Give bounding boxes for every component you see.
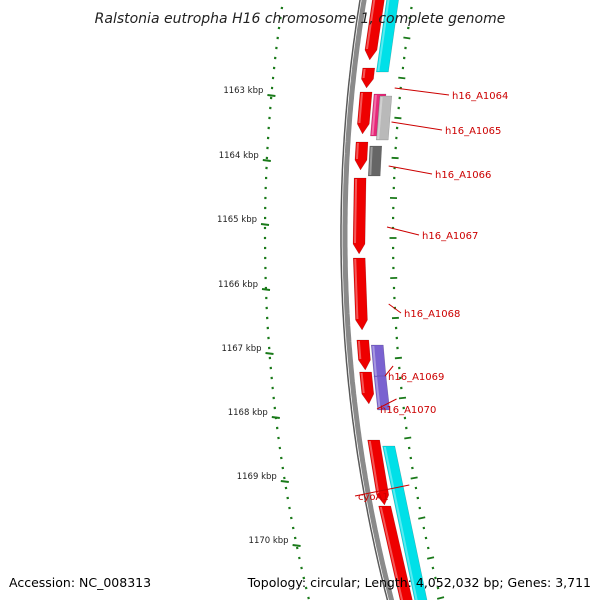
gray-feature: [375, 95, 393, 141]
kbp-label: 1166 kbp: [218, 280, 258, 290]
kbp-tick: [265, 352, 274, 355]
gene-label[interactable]: h16_A1068: [404, 309, 460, 320]
inner-tick-track: [263, 6, 310, 600]
accession-text: Accession: NC_008313: [9, 575, 151, 590]
topology-text: Topology: circular; Length: 4,052,032 bp…: [247, 575, 591, 590]
gene-label[interactable]: h16_A1066: [435, 170, 491, 181]
backbone-line: [342, 0, 395, 600]
cyan-feature-1: [376, 0, 399, 73]
leader-line: [354, 484, 410, 497]
kbp-tick: [262, 159, 271, 162]
cds-arrow-6: [352, 257, 368, 331]
cds-arrow-4: [354, 141, 369, 171]
kbp-label: 1165 kbp: [217, 215, 257, 225]
label-layer: 1163 kbp 1164 kbp 1165 kbp 1166 kbp 1167 kbp…: [217, 86, 508, 546]
outer-tick-track: [389, 6, 445, 600]
kbp-tick: [267, 94, 276, 97]
cyan-feature-2: [382, 445, 428, 600]
cds-arrow-7: [356, 339, 371, 371]
cds-arrow-8: [359, 371, 375, 405]
gene-label[interactable]: h16_A1065: [445, 126, 501, 137]
backbone-layer: [340, 0, 395, 600]
kbp-label: 1167 kbp: [221, 344, 261, 354]
kbp-label: 1170 kbp: [249, 536, 289, 546]
leader-line: [384, 365, 394, 377]
features-layer: [352, 0, 428, 600]
leader-line: [394, 87, 450, 96]
leader-lines: [354, 87, 450, 497]
leader-line: [391, 121, 443, 131]
purple-feature-2: [373, 375, 391, 411]
leader-line: [386, 226, 420, 236]
leader-line: [388, 165, 433, 175]
kbp-label: 1169 kbp: [237, 472, 277, 482]
darkgray-feature: [367, 145, 383, 177]
gene-label[interactable]: h16_A1067: [422, 231, 478, 242]
gene-label[interactable]: cyoA1: [358, 492, 389, 503]
cds-arrow-10: [378, 505, 413, 600]
tick-layer: [260, 6, 445, 600]
cds-arrow-9: [367, 439, 390, 506]
leader-line: [388, 303, 402, 314]
gene-label[interactable]: h16_A1070: [380, 405, 436, 416]
kbp-tick: [280, 480, 289, 483]
cds-arrow-2: [361, 67, 376, 89]
gene-label[interactable]: h16_A1064: [452, 91, 508, 102]
cds-arrow-3: [357, 91, 373, 135]
backbone-inner-edge: [340, 0, 389, 600]
kbp-label: 1163 kbp: [223, 86, 263, 96]
cds-arrow-1: [364, 0, 385, 61]
kbp-tick: [260, 223, 270, 226]
leader-line: [376, 398, 397, 410]
kbp-tick: [261, 288, 271, 291]
kbp-tick: [292, 544, 301, 547]
kbp-label: 1164 kbp: [219, 151, 259, 161]
cds-arrow-5: [352, 177, 367, 255]
purple-feature-1: [370, 344, 387, 378]
gene-label[interactable]: h16_A1069: [388, 372, 444, 383]
map-title: Ralstonia eutropha H16 chromosome 1, com…: [95, 11, 506, 27]
kbp-tick: [271, 416, 280, 419]
kbp-label: 1168 kbp: [228, 408, 268, 418]
